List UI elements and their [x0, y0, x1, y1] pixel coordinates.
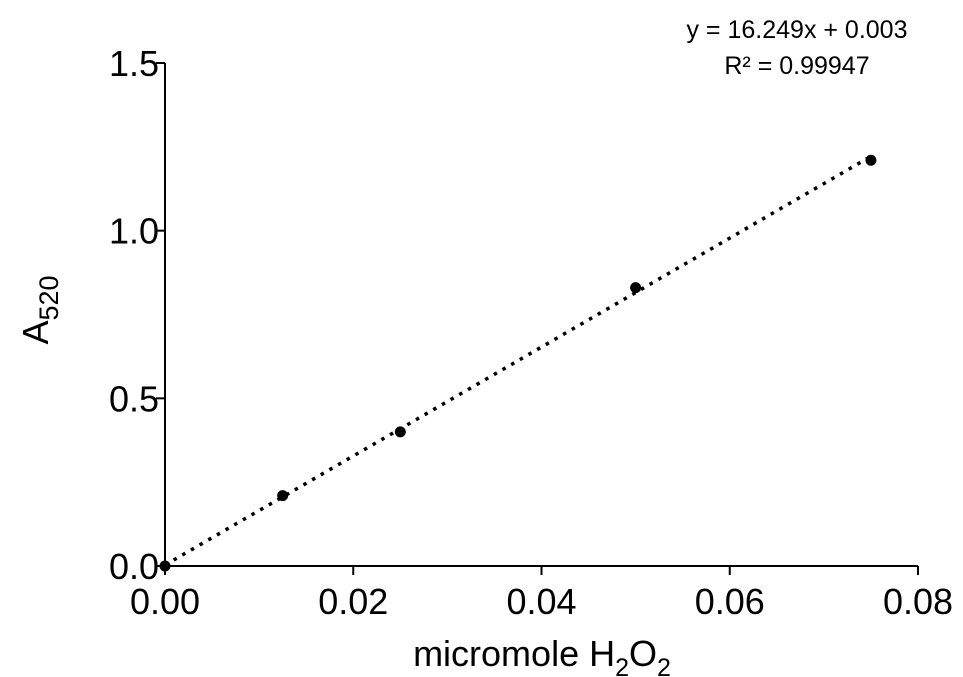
x-axis-title-main: micromole H: [413, 633, 615, 674]
y-axis-ticks: 0.0 0.5 1.0 1.5: [109, 43, 165, 587]
y-tick-label: 0.0: [109, 546, 159, 587]
equation-label: y = 16.249x + 0.003: [686, 16, 907, 44]
x-tick-label: 0.04: [506, 581, 576, 622]
x-tick-label: 0.08: [883, 581, 953, 622]
y-axis-title-main: A: [15, 321, 56, 345]
x-axis-title-mid: O: [629, 633, 657, 674]
data-points-layer: [159, 154, 877, 572]
y-axis-title-sub: 520: [34, 275, 64, 320]
x-tick-label: 0.06: [695, 581, 765, 622]
x-axis-ticks: 0.00 0.02 0.04 0.06 0.08: [130, 566, 953, 622]
x-axis-title: micromole H2O2: [413, 633, 671, 677]
x-tick-label: 0.00: [130, 581, 200, 622]
data-point: [865, 154, 877, 166]
x-axis-title-sub2: 2: [657, 654, 671, 677]
y-tick-label: 1.0: [109, 211, 159, 252]
trendline-layer: [164, 154, 872, 567]
data-point: [394, 426, 406, 438]
data-point: [277, 490, 289, 502]
data-point: [630, 282, 642, 294]
y-tick-label: 0.5: [109, 378, 159, 419]
y-tick-label: 1.5: [109, 43, 159, 84]
x-axis-title-sub1: 2: [615, 654, 629, 677]
r-squared-label: R² = 0.99947: [724, 52, 869, 80]
y-axis-title: A520: [15, 275, 64, 344]
x-tick-label: 0.02: [318, 581, 388, 622]
trendline: [164, 154, 872, 567]
